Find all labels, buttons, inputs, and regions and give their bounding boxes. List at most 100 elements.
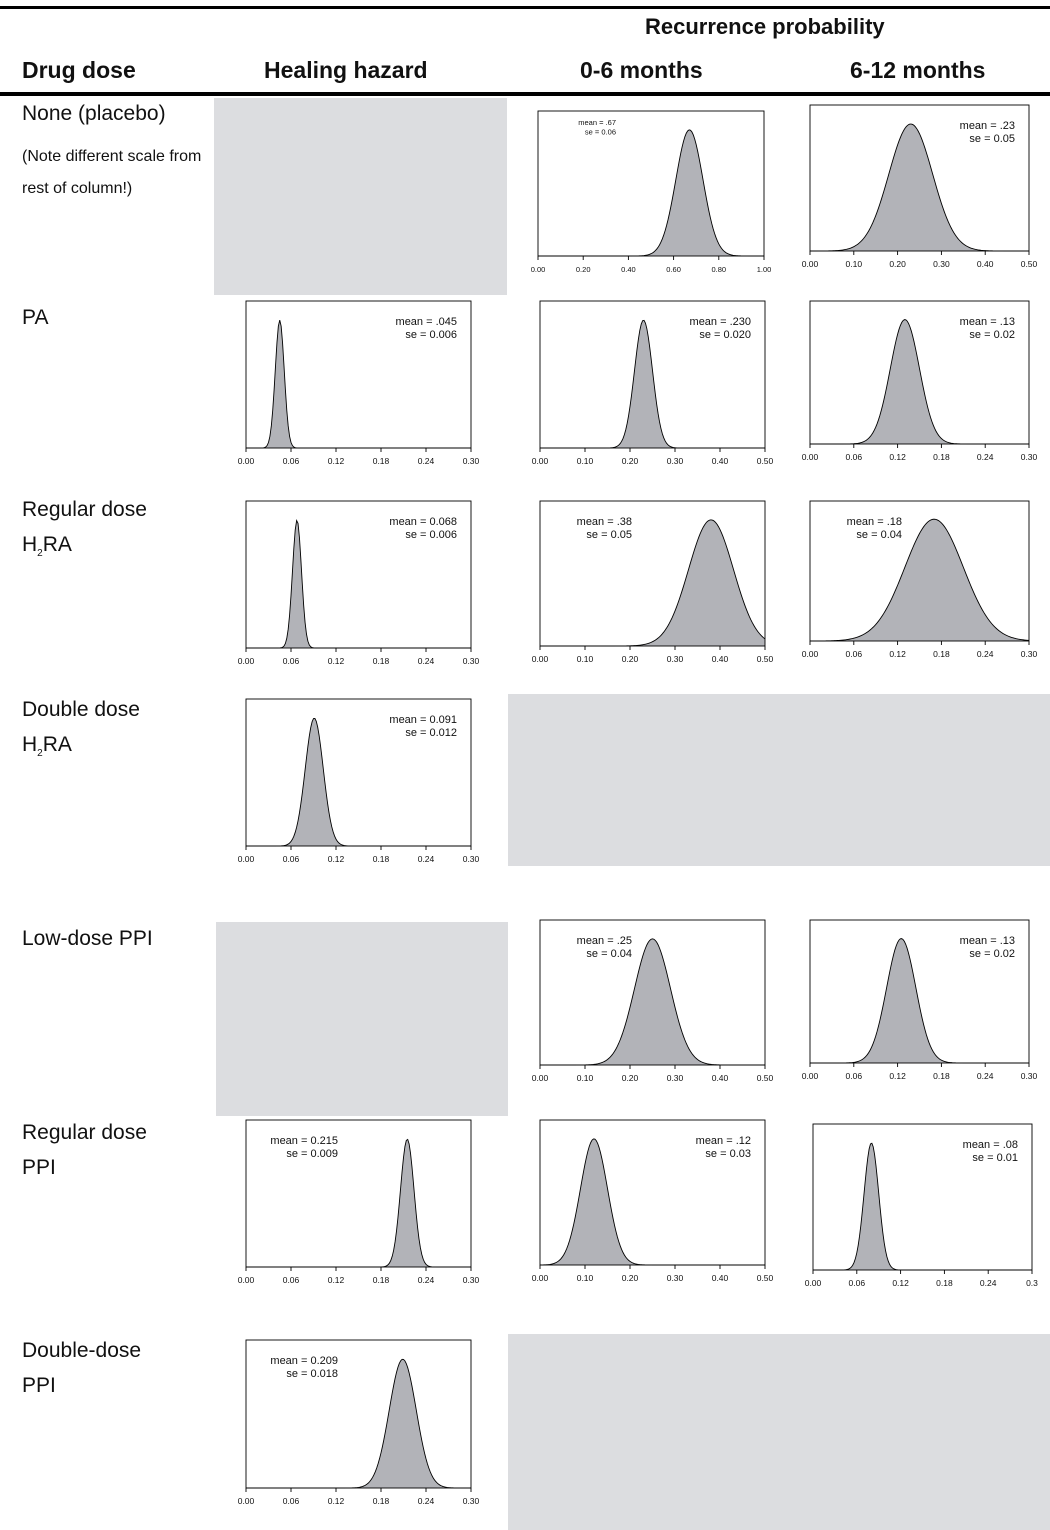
plot-frame (539, 500, 766, 647)
x-tick-label: 0.24 (418, 656, 435, 666)
plot-frame (809, 104, 1030, 252)
density-area (813, 1143, 1032, 1270)
x-tick-label: 0.30 (463, 656, 480, 666)
x-tick-label: 0.40 (712, 456, 729, 466)
se-annotation: se = 0.02 (969, 948, 1015, 960)
plot-frame (245, 500, 472, 649)
x-tick-label: 0.18 (933, 1071, 950, 1081)
x-tick-label: 0.24 (418, 854, 435, 864)
x-tick-label: 0.12 (328, 1496, 345, 1506)
mean-annotation: mean = 0.209 (270, 1355, 338, 1367)
row-label-double-ppi-line2: PPI (22, 1374, 56, 1398)
density-area (810, 124, 1029, 251)
x-tick-label: 0.00 (238, 656, 255, 666)
column-header-recurrence-0-6: 0-6 months (580, 57, 703, 83)
x-tick-label: 0.40 (712, 654, 729, 664)
density-area (246, 520, 471, 648)
x-tick-label: 0.06 (846, 1071, 863, 1081)
recurrence-group-header: Recurrence probability (645, 14, 885, 39)
x-tick-label: 0.00 (802, 259, 819, 269)
density-area (246, 1359, 471, 1488)
x-tick-label: 0.12 (328, 456, 345, 466)
x-tick-label: 0.30 (933, 259, 950, 269)
x-tick-label: 0.06 (283, 1275, 300, 1285)
row-label-regular-ppi-line1: Regular dose (22, 1121, 147, 1144)
density-area (540, 519, 765, 646)
se-annotation: se = 0.018 (286, 1368, 338, 1380)
x-tick-label: 0.40 (621, 265, 636, 274)
x-tick-label: 0.30 (1021, 649, 1038, 659)
density-area (540, 938, 765, 1065)
x-tick-label: 0.50 (757, 1073, 774, 1083)
x-tick-label: 0.00 (532, 1073, 549, 1083)
x-tick-label: 0.12 (889, 1071, 906, 1081)
x-tick-label: 0.20 (576, 265, 591, 274)
density-area (246, 1139, 471, 1267)
x-tick-label: 0.80 (711, 265, 726, 274)
x-tick-label: 0.00 (238, 1275, 255, 1285)
x-tick-label: 0.12 (892, 1278, 909, 1288)
plot-frame (245, 1119, 472, 1268)
density-area (810, 938, 1029, 1063)
x-tick-label: 0.30 (1021, 1071, 1038, 1081)
x-tick-label: 0.00 (238, 854, 255, 864)
x-tick-label: 0.40 (712, 1073, 729, 1083)
se-annotation: se = 0.06 (585, 128, 616, 137)
empty-cell-lowdose-ppi-healing (216, 922, 508, 1116)
x-tick-label: 0.06 (283, 656, 300, 666)
x-tick-label: 0.18 (373, 854, 390, 864)
x-tick-label: 0.06 (283, 456, 300, 466)
x-tick-label: 0.30 (667, 1273, 684, 1283)
row-label-pa: PA (22, 306, 49, 329)
h2ra-ra: RA (42, 733, 72, 757)
se-annotation: se = 0.009 (286, 1148, 338, 1160)
plot-frame (812, 1123, 1033, 1271)
x-tick-label: 0.30 (463, 1496, 480, 1506)
x-tick-label: 0.50 (757, 456, 774, 466)
x-tick-label: 0.24 (418, 1496, 435, 1506)
plot-frame (809, 919, 1030, 1064)
plot-frame (245, 1339, 472, 1489)
x-tick-label: 0.30 (1021, 452, 1038, 462)
se-annotation: se = 0.04 (586, 948, 632, 960)
x-tick-label: 0.06 (283, 1496, 300, 1506)
plot-frame (539, 919, 766, 1066)
x-tick-label: 0.50 (1021, 259, 1038, 269)
column-header-healing-hazard: Healing hazard (264, 57, 428, 83)
x-tick-label: 0.00 (532, 456, 549, 466)
row-note-placebo: (Note different scale from rest of colum… (22, 148, 202, 197)
x-tick-label: 1.00 (757, 265, 772, 274)
x-tick-label: 0.06 (849, 1278, 866, 1288)
mean-annotation: mean = .23 (960, 120, 1015, 132)
row-label-regular-h2ra-line2: H2RA (22, 532, 147, 560)
x-tick-label: 0.00 (802, 1071, 819, 1081)
h2ra-subscript: 2 (37, 548, 43, 560)
h2ra-h: H (22, 533, 38, 557)
x-tick-label: 0.24 (418, 456, 435, 466)
mean-annotation: mean = .045 (396, 316, 457, 328)
se-annotation: se = 0.05 (969, 133, 1015, 145)
row-label-double-ppi: Double-dose PPI (22, 1338, 141, 1398)
x-tick-label: 0.10 (577, 1273, 594, 1283)
header-bottom-rule (0, 92, 1050, 96)
x-tick-label: 0.20 (622, 1273, 639, 1283)
x-tick-label: 0.10 (577, 1073, 594, 1083)
se-annotation: se = 0.020 (699, 329, 751, 341)
se-annotation: se = 0.006 (405, 329, 457, 341)
plot-frame (809, 500, 1030, 642)
x-tick-label: 0.60 (666, 265, 681, 274)
mean-annotation: mean = .38 (577, 516, 632, 528)
mean-annotation: mean = .25 (577, 935, 632, 947)
x-tick-label: 0.18 (933, 452, 950, 462)
density-curve (246, 1358, 471, 1489)
x-tick-label: 0.12 (889, 649, 906, 659)
x-tick-label: 0.50 (757, 1273, 774, 1283)
mean-annotation: mean = 0.215 (270, 1135, 338, 1147)
density-area (810, 519, 1029, 641)
se-annotation: se = 0.01 (972, 1152, 1018, 1164)
x-tick-label: 0.18 (373, 1275, 390, 1285)
density-area (538, 129, 764, 256)
row-label-placebo: None (placebo) (22, 102, 166, 125)
x-tick-label: 0.00 (238, 456, 255, 466)
